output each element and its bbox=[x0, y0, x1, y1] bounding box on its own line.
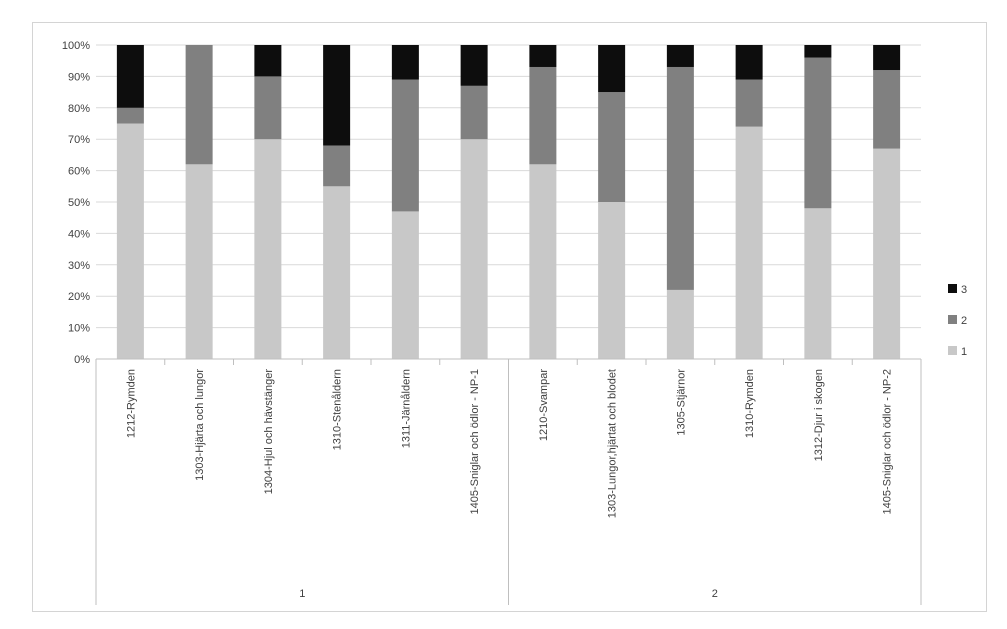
bar-segment-series-1 bbox=[598, 202, 626, 359]
y-tick-label: 90% bbox=[68, 71, 90, 83]
bar-segment-series-3 bbox=[529, 45, 557, 67]
bar-segment-series-3 bbox=[735, 45, 763, 80]
x-category-label: 1303-Lungor,hjärtat och blodet bbox=[607, 369, 619, 518]
bar-segment-series-3 bbox=[254, 45, 282, 77]
y-tick-label: 100% bbox=[62, 40, 90, 52]
x-group-label: 2 bbox=[712, 588, 718, 600]
bar-segment-series-3 bbox=[323, 45, 351, 146]
x-category-label: 1405-Sniglar och ödlor - NP-2 bbox=[882, 369, 894, 515]
y-tick-label: 20% bbox=[68, 291, 90, 303]
bars bbox=[116, 45, 901, 359]
legend-label-series-2: 2 bbox=[961, 315, 967, 327]
bar-segment-series-2 bbox=[666, 66, 694, 290]
y-tick-label: 70% bbox=[68, 134, 90, 146]
bar-segment-series-2 bbox=[460, 85, 488, 140]
bar-segment-series-1 bbox=[254, 139, 282, 359]
x-category-label: 1310-Stenåldern bbox=[332, 369, 344, 450]
bar-segment-series-2 bbox=[873, 70, 901, 149]
bar-segment-series-3 bbox=[116, 45, 144, 108]
bar-segment-series-1 bbox=[391, 211, 419, 359]
x-category-label: 1303-Hjärta och lungor bbox=[194, 369, 206, 481]
bar-segment-series-2 bbox=[598, 92, 626, 202]
bar-segment-series-3 bbox=[460, 45, 488, 86]
legend-label-series-1: 1 bbox=[961, 346, 967, 358]
bar-segment-series-2 bbox=[391, 79, 419, 212]
bar-segment-series-1 bbox=[666, 289, 694, 359]
x-group-label: 1 bbox=[299, 588, 305, 600]
bar-segment-series-3 bbox=[598, 45, 626, 93]
bar-segment-series-3 bbox=[391, 45, 419, 80]
legend-swatch-series-2 bbox=[948, 315, 957, 324]
bar-segment-series-1 bbox=[116, 123, 144, 359]
x-category-label: 1310-Rymden bbox=[744, 369, 756, 438]
bar-segment-series-2 bbox=[116, 107, 144, 124]
bar-segment-series-1 bbox=[460, 139, 488, 359]
bar-segment-series-3 bbox=[804, 45, 832, 58]
x-category-label: 1212-Rymden bbox=[125, 369, 137, 438]
bar-segment-series-3 bbox=[873, 45, 901, 71]
bar-segment-series-2 bbox=[735, 79, 763, 127]
legend: 3 2 1 bbox=[948, 284, 967, 358]
chart-frame: 0% 10% 20% 30% 40% 50% 60% 70% 80% 90% 100% 1212-Ry… bbox=[32, 22, 987, 612]
bar-segment-series-1 bbox=[873, 148, 901, 359]
x-category-label: 1405-Sniglar och ödlor - NP-1 bbox=[469, 369, 481, 515]
legend-swatch-series-3 bbox=[948, 284, 957, 293]
bar-segment-series-3 bbox=[666, 45, 694, 67]
legend-label-series-3: 3 bbox=[961, 284, 967, 296]
bar-segment-series-1 bbox=[185, 164, 213, 359]
bar-segment-series-2 bbox=[323, 145, 351, 187]
y-tick-label: 80% bbox=[68, 103, 90, 115]
x-category-label: 1312-Djur i skogen bbox=[813, 369, 825, 461]
stacked-bar-chart: 0% 10% 20% 30% 40% 50% 60% 70% 80% 90% 100% 1212-Ry… bbox=[62, 40, 967, 605]
bar-segment-series-1 bbox=[323, 186, 351, 359]
y-tick-label: 40% bbox=[68, 228, 90, 240]
x-category-label: 1304-Hjul och hävstänger bbox=[263, 369, 275, 495]
y-tick-label: 0% bbox=[74, 354, 90, 366]
x-category-label: 1305-Stjärnor bbox=[675, 369, 687, 436]
bar-segment-series-1 bbox=[529, 164, 557, 359]
x-category-label: 1210-Svampar bbox=[538, 369, 550, 441]
y-tick-label: 30% bbox=[68, 260, 90, 272]
y-tick-label: 50% bbox=[68, 197, 90, 209]
legend-swatch-series-1 bbox=[948, 346, 957, 355]
gridlines bbox=[96, 44, 921, 360]
y-tick-label: 10% bbox=[68, 323, 90, 335]
bar-segment-series-2 bbox=[529, 66, 557, 165]
x-category-label: 1311-Järnåldern bbox=[400, 369, 412, 448]
bar-segment-series-2 bbox=[254, 76, 282, 140]
bar-segment-series-1 bbox=[735, 126, 763, 359]
bar-segment-series-2 bbox=[185, 45, 213, 165]
bar-segment-series-1 bbox=[804, 208, 832, 359]
y-tick-label: 60% bbox=[68, 166, 90, 178]
axes: 0% 10% 20% 30% 40% 50% 60% 70% 80% 90% 100% 1212-Ry… bbox=[62, 40, 922, 605]
bar-segment-series-2 bbox=[804, 57, 832, 209]
